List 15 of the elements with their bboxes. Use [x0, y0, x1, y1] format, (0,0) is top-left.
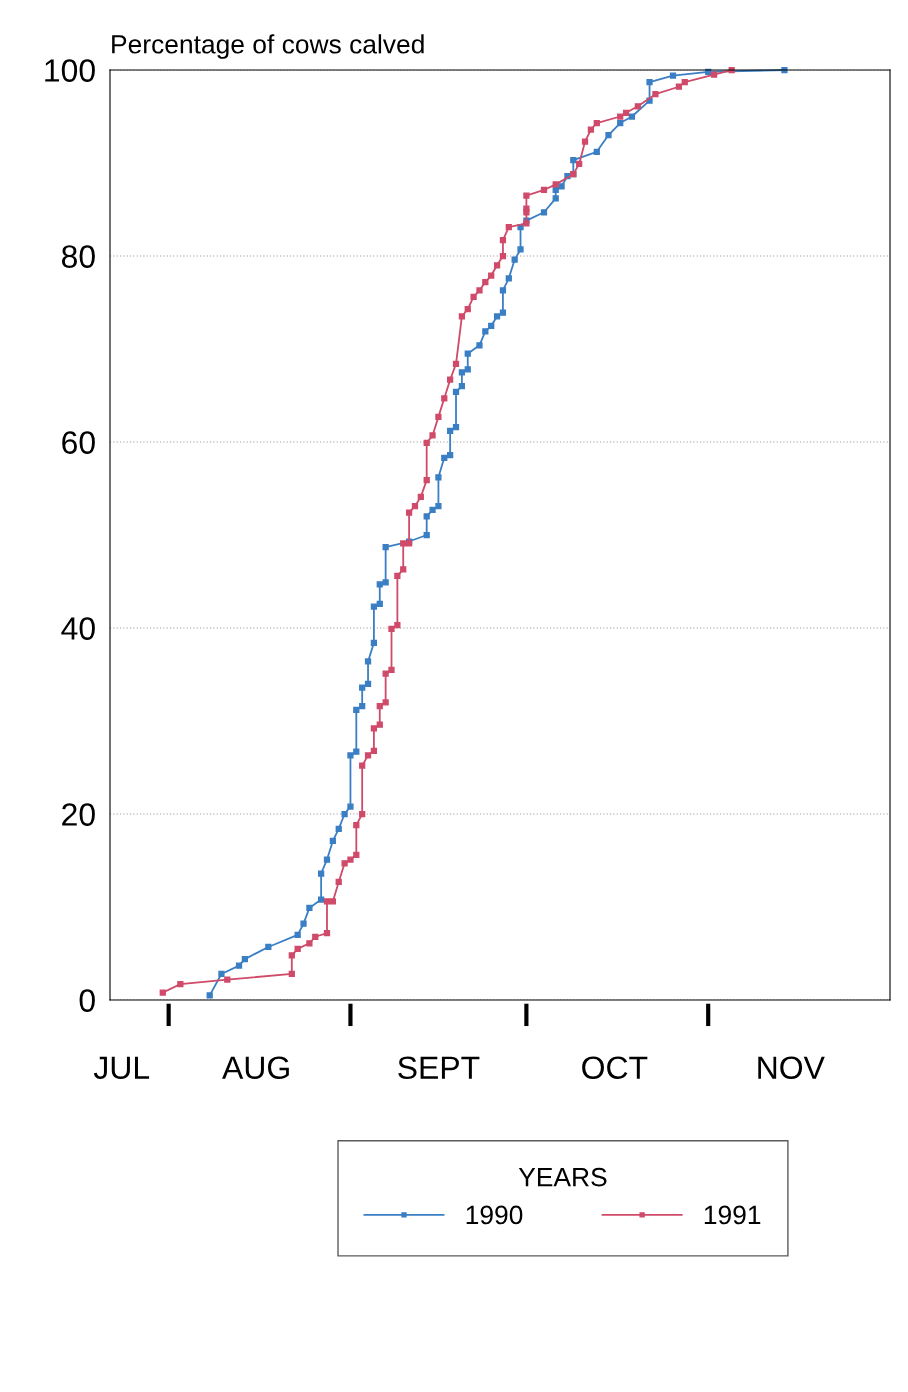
y-tick-label: 40 — [61, 617, 95, 640]
y-axis-title: Percentage of cows calved — [112, 34, 424, 59]
x-tick-label: OCT — [582, 1056, 648, 1080]
y-tick-label: 20 — [62, 803, 95, 826]
y-tick-label: 100 — [45, 59, 95, 82]
legend-label: 1991 — [704, 1205, 761, 1225]
y-tick-label: 80 — [61, 245, 95, 268]
legend-label: 1990 — [466, 1205, 523, 1225]
x-tick-label: AUG — [222, 1056, 289, 1080]
y-tick-label: 60 — [62, 431, 95, 454]
x-tick-label: SEPT — [398, 1056, 480, 1080]
x-tick-label: JUL — [93, 1056, 150, 1080]
legend-title: YEARS — [518, 1167, 607, 1187]
x-tick-label: NOV — [758, 1056, 825, 1080]
y-tick-label: 0 — [79, 989, 95, 1012]
